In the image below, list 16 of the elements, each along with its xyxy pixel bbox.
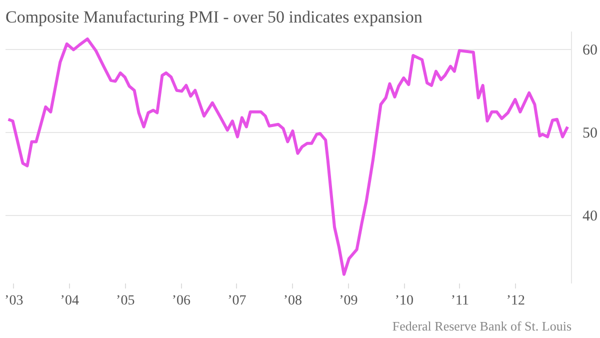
y-tick-label: 60 <box>582 42 598 59</box>
x-tick-label: ’07 <box>228 294 246 308</box>
text: Federal Reserve Bank of St. Louis <box>392 318 572 334</box>
chart-title: Composite Manufacturing PMI - over 50 indicates expansion <box>6 8 423 26</box>
x-tick-label: ’11 <box>450 294 470 308</box>
x-tick-label: ’08 <box>283 294 302 308</box>
x-tick-label: ’06 <box>172 294 190 308</box>
x-tick-label: ’03 <box>4 294 24 308</box>
x-tick-label: ’04 <box>60 294 79 308</box>
line-series <box>6 37 570 276</box>
y-tick-label: 50 <box>582 126 598 142</box>
x-tick-label: ’10 <box>394 294 414 308</box>
x-tick-label: ’05 <box>116 294 135 308</box>
x-tick-label: ’09 <box>339 294 358 308</box>
y-tick-label: 40 <box>582 208 598 225</box>
x-tick-label: ’12 <box>506 294 526 308</box>
